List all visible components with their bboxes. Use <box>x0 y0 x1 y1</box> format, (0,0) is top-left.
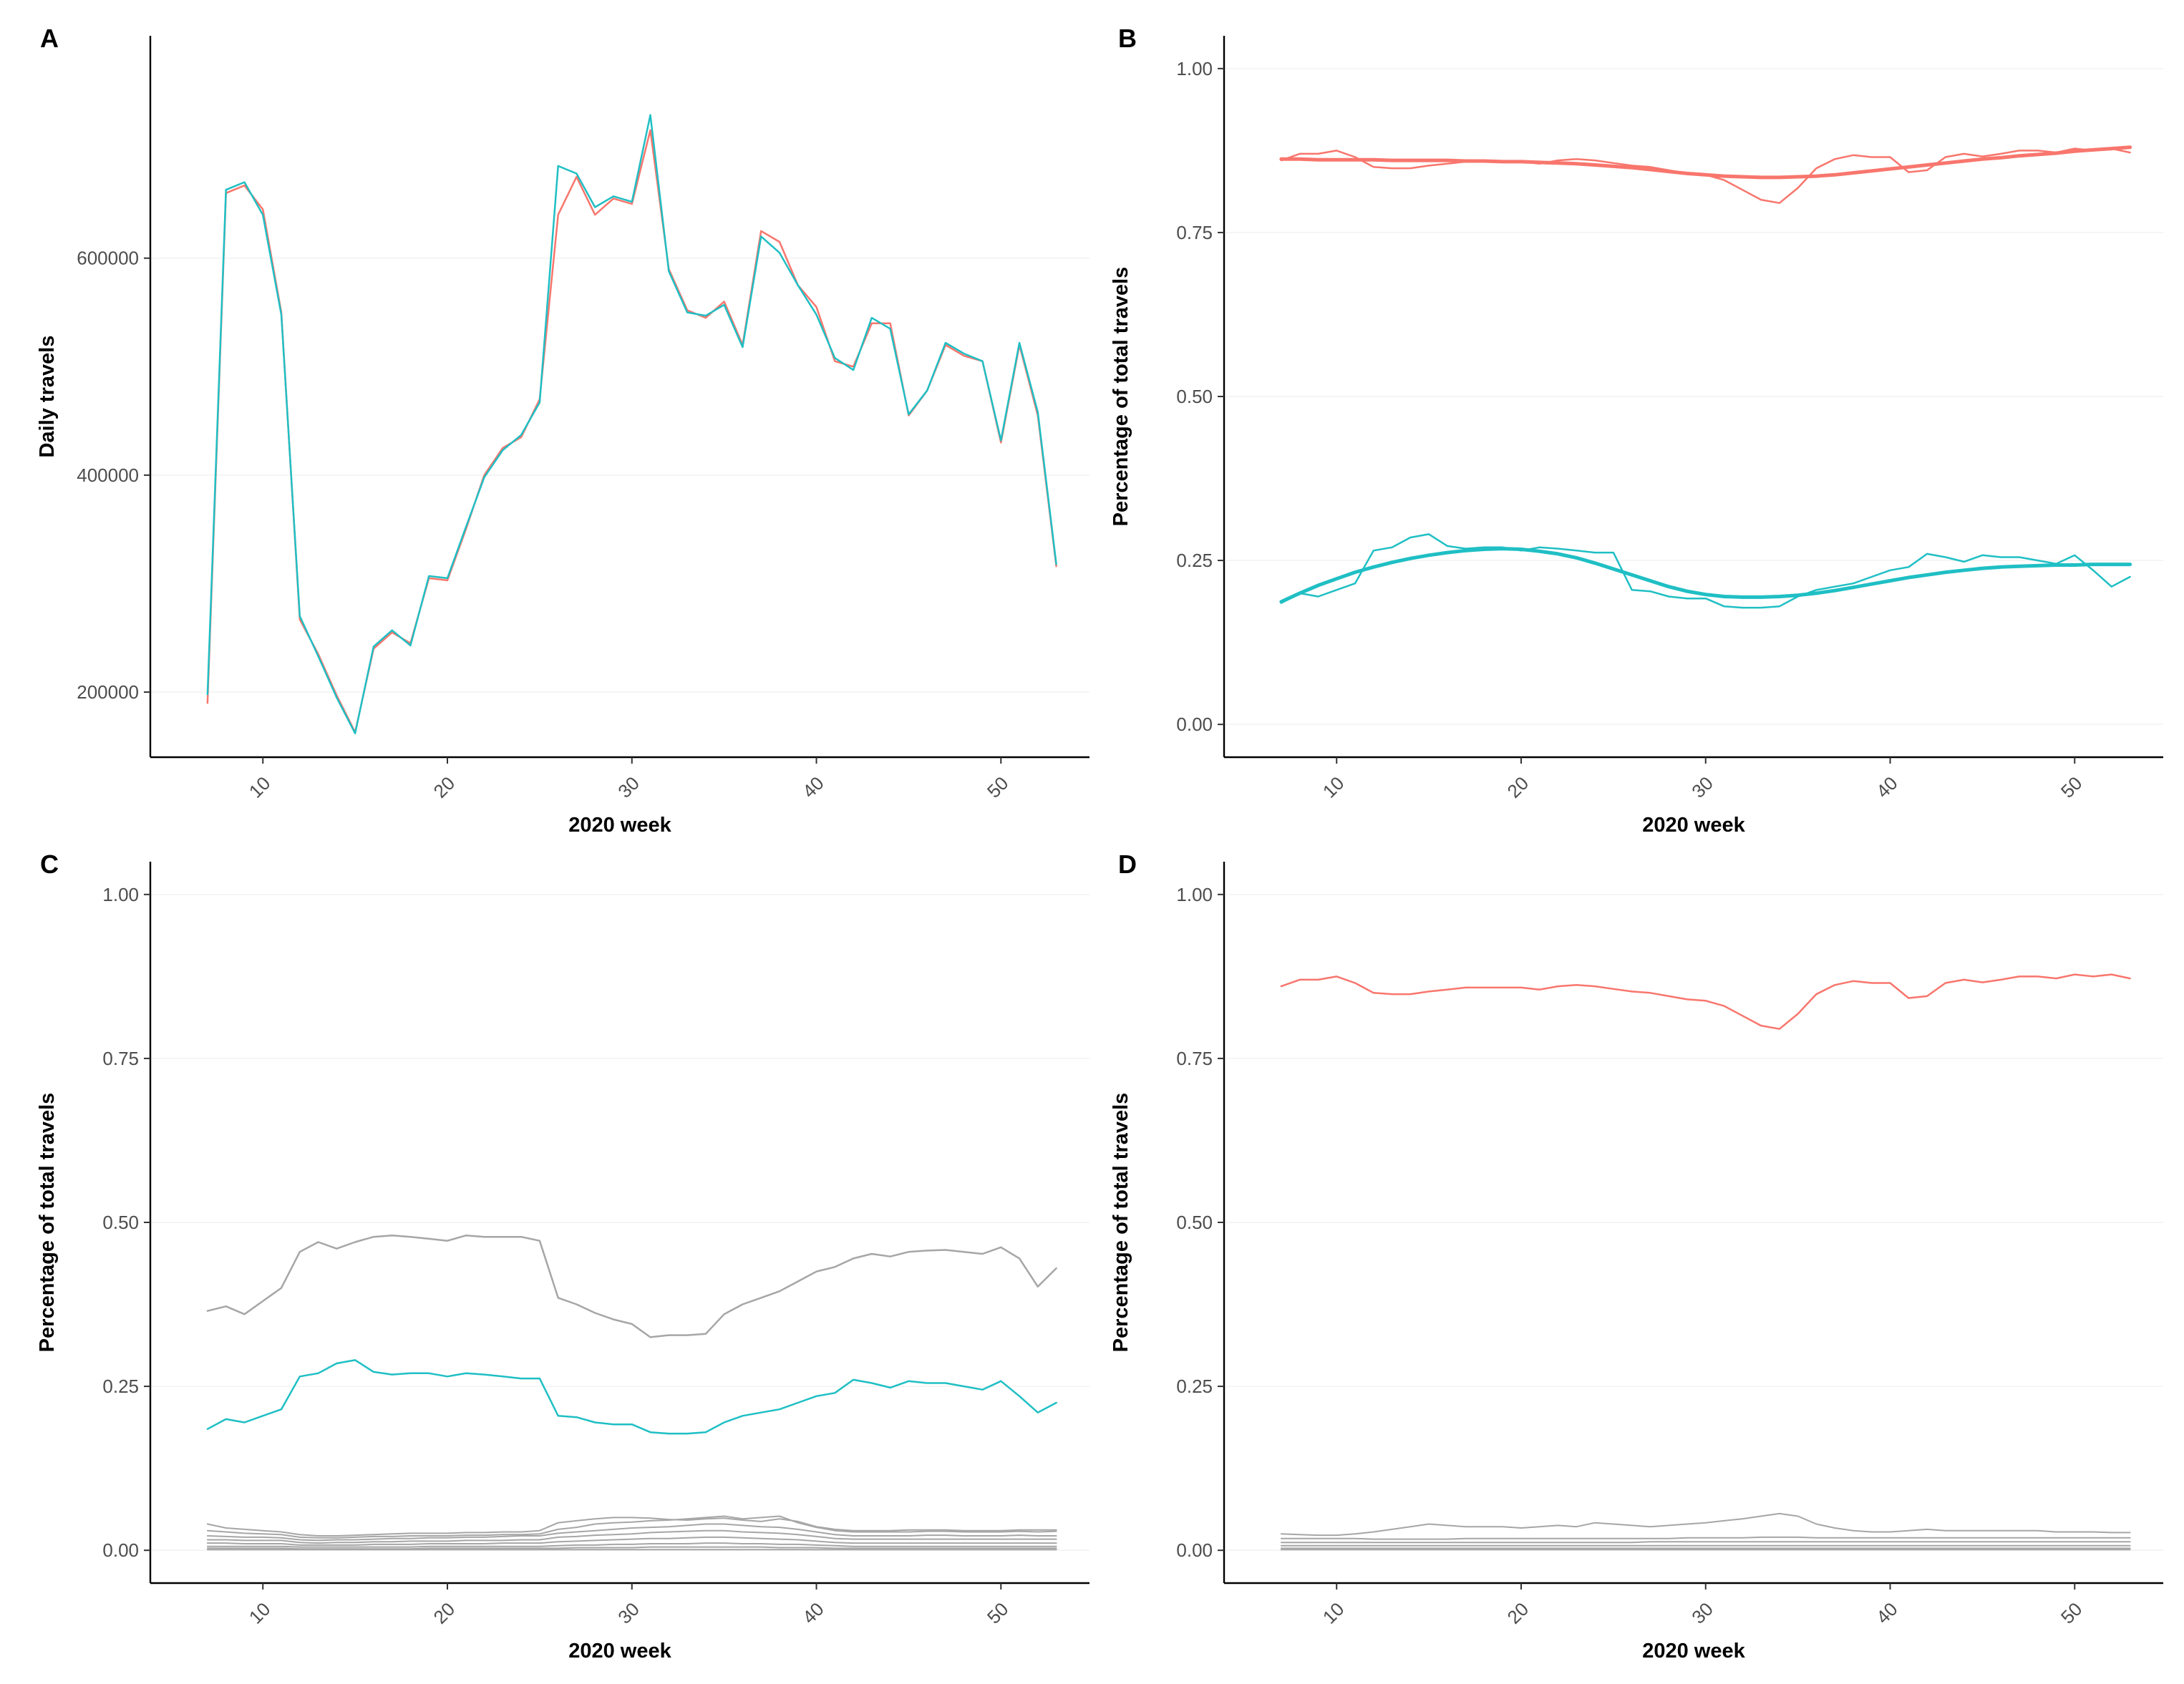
panel-d-series-grey-1 <box>1280 1512 2131 1537</box>
panel-d-y-tick-label: 0.25 <box>1176 1376 1213 1397</box>
panel-d-y-tick-label: 0.00 <box>1176 1539 1213 1561</box>
panel-c-series-grey-4 <box>206 1523 1057 1542</box>
panel-d-y-tick-label: 1.00 <box>1176 884 1213 905</box>
panel-c-x-tick-label: 10 <box>245 1598 275 1628</box>
panel-label-a: A <box>40 24 59 53</box>
panel-c-series-grey-2 <box>206 1517 1057 1537</box>
panel-b-y-tick-label: 0.50 <box>1176 386 1213 407</box>
panel-c-series-grey-1 <box>206 1235 1057 1338</box>
panel-c-x-tick-label: 30 <box>613 1598 644 1628</box>
panel-a: A 200000 400000 600000 10 20 30 40 50 2020 week D… <box>36 24 1089 837</box>
panel-a-y-axis-title: Daily travels <box>36 336 59 458</box>
panel-b-series-teal-smooth <box>1279 547 2132 604</box>
panel-a-series-teal <box>206 114 1057 734</box>
panel-c: C 0.00 0.25 0.50 0.75 1.00 10 20 30 40 50 2020 wee… <box>36 850 1089 1663</box>
panel-a-x-axis-title: 2020 week <box>568 814 671 837</box>
panel-d-x-tick-label: 50 <box>2057 1598 2087 1628</box>
panel-d-x-tick-label: 20 <box>1503 1598 1533 1628</box>
panel-b-x-axis-title: 2020 week <box>1642 814 1745 837</box>
panel-b-y-tick-label: 0.00 <box>1176 714 1213 735</box>
panel-c-x-axis-title: 2020 week <box>568 1640 671 1663</box>
panel-a-x-tick-label: 30 <box>613 772 644 802</box>
panel-c-x-tick-label: 20 <box>429 1598 460 1628</box>
panel-a-series-red <box>206 129 1057 734</box>
panel-b-x-tick-label: 50 <box>2057 772 2087 802</box>
panel-a-x-tick-label: 20 <box>429 772 460 802</box>
panel-b-y-tick-label: 0.75 <box>1176 222 1213 243</box>
panel-a-x-tick-label: 50 <box>983 772 1013 802</box>
panel-b-y-tick-label: 0.25 <box>1176 550 1213 571</box>
panel-label-b: B <box>1118 24 1137 53</box>
panel-a-plot: 200000 400000 600000 10 20 30 40 50 2020 week Dai… <box>36 36 1089 837</box>
panel-b-series-teal <box>1280 533 2131 609</box>
panel-d: D 0.00 0.25 0.50 0.75 1.00 10 20 30 40 50 2020 wee… <box>1110 850 2163 1663</box>
panel-c-y-tick-label: 0.00 <box>102 1539 139 1561</box>
panel-d-y-tick-label: 0.75 <box>1176 1048 1213 1069</box>
panel-c-y-tick-label: 0.75 <box>102 1048 139 1069</box>
panel-d-x-tick-label: 40 <box>1872 1598 1902 1628</box>
panel-b-y-tick-label: 1.00 <box>1176 58 1213 79</box>
panel-c-y-axis-title: Percentage of total travels <box>36 1093 59 1353</box>
panel-c-series-grey-3 <box>206 1515 1057 1539</box>
panel-b-plot: 0.00 0.25 0.50 0.75 1.00 10 20 30 40 50 2020 week P… <box>1110 36 2163 837</box>
panel-c-x-tick-label: 50 <box>983 1598 1013 1628</box>
panel-c-y-tick-label: 1.00 <box>102 884 139 905</box>
panel-label-c: C <box>40 850 59 879</box>
panel-label-d: D <box>1118 850 1137 879</box>
panel-b-y-axis-title: Percentage of total travels <box>1110 267 1132 527</box>
panel-b: B 0.00 0.25 0.50 0.75 1.00 10 20 30 40 50 2020 wee… <box>1110 24 2163 837</box>
panel-c-series-grey-6 <box>206 1536 1057 1546</box>
panel-a-y-tick-label: 600000 <box>77 248 139 269</box>
panel-c-y-tick-label: 0.50 <box>102 1212 139 1233</box>
panel-d-plot: 0.00 0.25 0.50 0.75 1.00 10 20 30 40 50 2020 week P… <box>1110 862 2163 1663</box>
panel-d-x-axis-title: 2020 week <box>1642 1640 1745 1663</box>
panel-c-y-tick-label: 0.25 <box>102 1376 139 1397</box>
panel-d-x-tick-label: 10 <box>1319 1598 1349 1628</box>
panel-a-x-tick-label: 10 <box>245 772 275 802</box>
panel-d-y-tick-label: 0.50 <box>1176 1212 1213 1233</box>
panel-d-y-axis-title: Percentage of total travels <box>1110 1093 1132 1353</box>
panel-d-series-grey-2 <box>1280 1536 2131 1540</box>
panel-c-x-tick-label: 40 <box>798 1598 828 1628</box>
panel-c-series-grey-7 <box>206 1542 1057 1548</box>
panel-d-x-tick-label: 30 <box>1687 1598 1717 1628</box>
panel-b-x-tick-label: 20 <box>1503 772 1533 802</box>
panel-b-x-tick-label: 30 <box>1687 772 1717 802</box>
panel-c-series-grey-5 <box>206 1529 1057 1544</box>
panel-c-series-teal <box>206 1359 1057 1435</box>
panel-c-plot: 0.00 0.25 0.50 0.75 1.00 10 20 30 40 50 2020 week P… <box>36 862 1089 1663</box>
panel-a-x-tick-label: 40 <box>798 772 828 802</box>
panel-a-y-tick-label: 400000 <box>77 464 139 486</box>
panel-d-series-red <box>1280 973 2131 1030</box>
panel-b-x-tick-label: 40 <box>1872 772 1902 802</box>
panel-b-series-red-smooth <box>1279 145 2132 180</box>
panel-b-x-tick-label: 10 <box>1319 772 1349 802</box>
panel-a-y-tick-label: 200000 <box>77 681 139 703</box>
